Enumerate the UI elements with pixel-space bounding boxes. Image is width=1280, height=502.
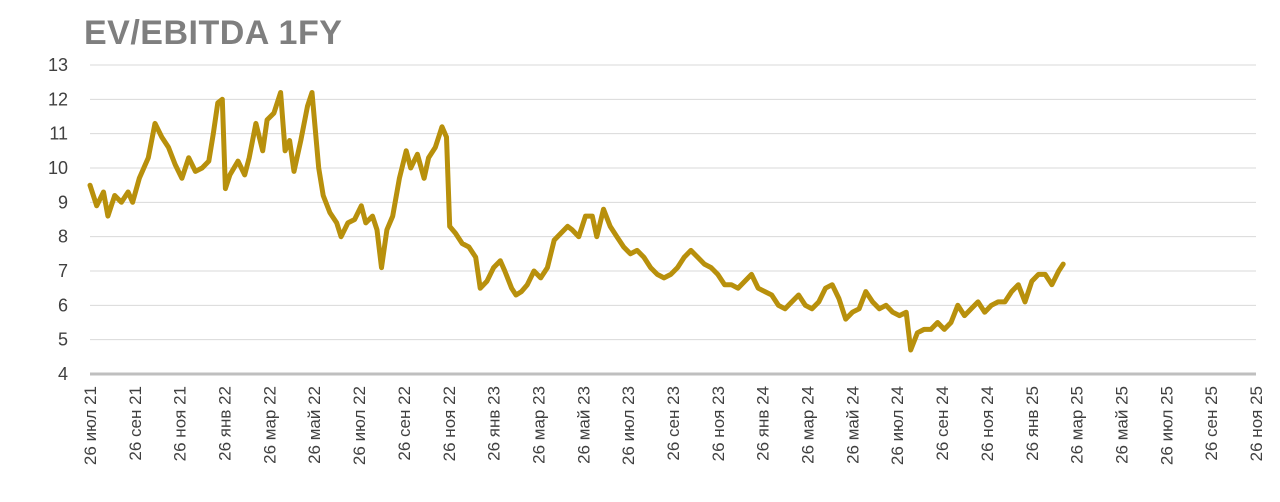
gridlines [90, 64, 1256, 376]
x-tick-label: 26 июл 22 [350, 386, 369, 465]
chart-title: EV/EBITDA 1FY [84, 14, 343, 52]
y-tick-label: 6 [58, 295, 68, 315]
x-tick-label: 26 май 25 [1112, 386, 1131, 464]
y-tick-label: 10 [48, 158, 68, 178]
y-tick-label: 12 [48, 89, 68, 109]
y-tick-label: 9 [58, 192, 68, 212]
x-tick-label: 26 май 22 [305, 386, 324, 464]
x-tick-label: 26 мар 22 [260, 386, 279, 464]
x-tick-label: 26 ноя 25 [1247, 386, 1266, 461]
series-layer [87, 90, 1066, 353]
x-axis-ticks: 26 июл 21 26 сен 21 26 ноя 21 26 янв 22 26 м… [81, 386, 1266, 465]
x-tick-label: 26 ноя 23 [709, 386, 728, 461]
x-tick-label: 26 ноя 22 [440, 386, 459, 461]
x-tick-label: 26 май 24 [843, 386, 862, 464]
x-tick-label: 26 июл 21 [81, 386, 100, 465]
y-tick-label: 13 [48, 55, 68, 75]
x-tick-label: 26 июл 25 [1157, 386, 1176, 465]
x-tick-label: 26 мар 23 [529, 386, 548, 464]
x-tick-label: 26 май 23 [574, 386, 593, 464]
y-tick-label: 11 [49, 124, 68, 144]
y-tick-label: 5 [58, 330, 68, 350]
x-tick-label: 26 сен 25 [1202, 386, 1221, 461]
x-tick-label: 26 янв 25 [1023, 386, 1042, 461]
x-tick-label: 26 мар 25 [1068, 386, 1087, 464]
x-tick-label: 26 июл 24 [888, 386, 907, 465]
x-tick-label: 26 янв 22 [216, 386, 235, 461]
x-tick-label: 26 сен 23 [664, 386, 683, 461]
x-tick-label: 26 мар 24 [799, 386, 818, 464]
series-line [87, 90, 1066, 353]
x-tick-label: 26 ноя 21 [171, 386, 190, 461]
y-axis-ticks: 4 5 6 7 8 9 10 11 12 13 [48, 55, 68, 384]
x-tick-label: 26 июл 23 [619, 386, 638, 465]
x-tick-label: 26 янв 24 [754, 386, 773, 461]
x-tick-label: 26 сен 24 [933, 386, 952, 461]
y-tick-label: 8 [58, 227, 68, 247]
x-tick-label: 26 сен 22 [395, 386, 414, 461]
x-tick-label: 26 ноя 24 [978, 386, 997, 461]
y-tick-label: 4 [58, 364, 68, 384]
x-tick-label: 26 янв 23 [485, 386, 504, 461]
x-tick-label: 26 сен 21 [126, 386, 145, 461]
y-tick-label: 7 [58, 261, 68, 281]
